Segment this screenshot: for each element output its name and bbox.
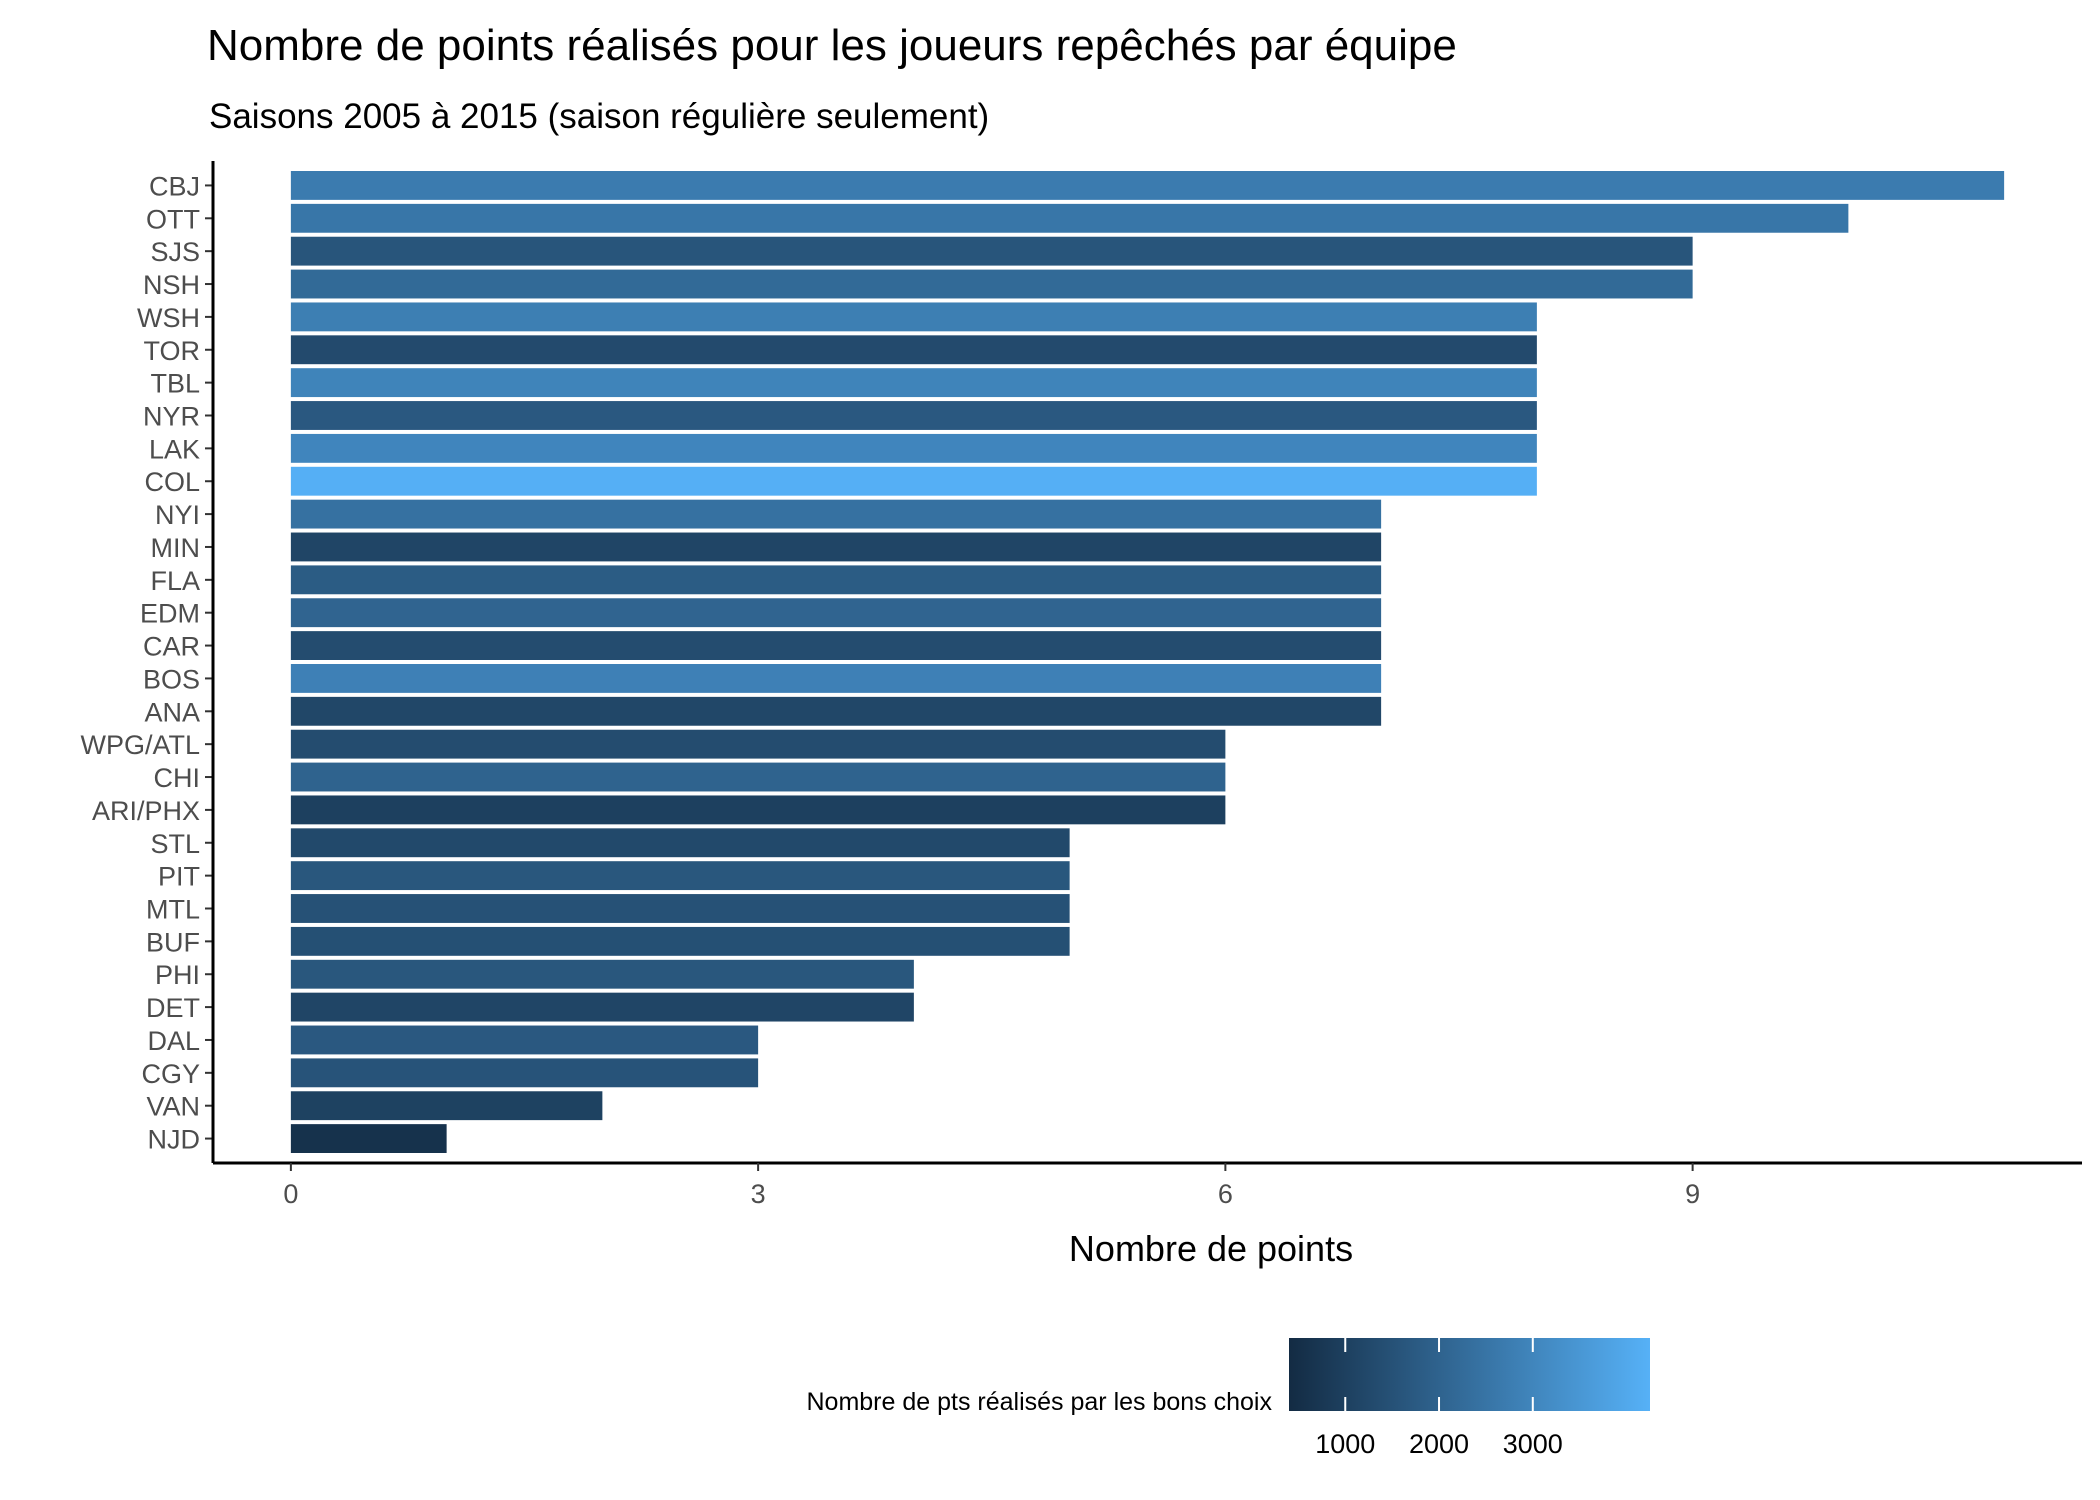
legend-tick-label: 2000 [1409,1429,1469,1459]
chart-subtitle: Saisons 2005 à 2015 (saison régulière se… [209,97,989,136]
bar-nyr [290,401,1537,430]
y-tick-label: FLA [150,566,200,596]
legend-tick-label: 1000 [1315,1429,1375,1459]
bar-col [290,466,1537,496]
y-tick-label: TBL [150,369,200,399]
bar-tbl [290,368,1537,398]
bar-njd [290,1124,447,1153]
y-tick-label: NJD [148,1125,201,1155]
bar-cbj [290,171,2005,200]
y-tick-label: OTT [146,204,200,234]
bar-lak [290,433,1537,463]
x-axis: 0 3 6 9 [213,1161,2082,1209]
legend-tick-label: 3000 [1503,1429,1563,1459]
y-tick-label: COL [144,467,200,497]
bar-wpg-atl [290,729,1226,759]
y-tick-label: ANA [144,697,200,727]
bars-group [290,171,2005,1153]
y-tick-label: LAK [149,434,200,464]
bar-sjs [290,236,1693,266]
y-tick-label: TOR [143,336,200,366]
y-tick-label: BUF [146,927,200,957]
y-tick-label: WSH [137,303,200,333]
bar-nyi [290,499,1382,529]
bar-dal [290,1025,759,1055]
y-axis: CBJOTTSJSNSHWSHTORTBLNYRLAKCOLNYIMINFLAE… [80,161,215,1163]
y-tick-label: BOS [143,664,200,694]
y-tick-label: PIT [158,862,200,892]
bar-van [290,1091,603,1121]
y-tick-label: MTL [146,895,200,925]
bar-fla [290,565,1382,595]
x-axis-title: Nombre de points [1069,1228,1353,1269]
bar-chi [290,762,1226,792]
y-tick-label: EDM [140,599,200,629]
bar-ott [290,203,1849,233]
bar-bos [290,664,1382,693]
y-tick-label: MIN [151,533,201,563]
x-tick-label: 0 [283,1179,298,1209]
bar-buf [290,926,1070,956]
y-tick-label: STL [150,829,200,859]
legend-title: Nombre de pts réalisés par les bons choi… [806,1388,1272,1416]
y-tick-label: CBJ [149,171,200,201]
y-tick-label: CGY [141,1059,200,1089]
x-tick-label: 3 [751,1179,766,1209]
y-tick-label: DAL [147,1026,200,1056]
y-tick-label: NSH [143,270,200,300]
bar-mtl [290,894,1070,923]
chart-title: Nombre de points réalisés pour les joueu… [207,21,1457,70]
y-tick-label: PHI [155,960,200,990]
legend: Nombre de pts réalisés par les bons choi… [806,1338,1650,1459]
bar-cgy [290,1058,759,1088]
y-tick-label: NYR [143,402,200,432]
bar-edm [290,598,1382,628]
bar-phi [290,959,914,989]
y-tick-label: DET [146,993,200,1023]
y-tick-label: WPG/ATL [80,730,200,760]
bar-nsh [290,269,1693,299]
y-tick-label: VAN [146,1092,200,1122]
bar-tor [290,335,1537,365]
y-tick-label: CAR [143,632,200,662]
bar-ari-phx [290,795,1226,825]
bar-wsh [290,302,1537,332]
bar-pit [290,861,1070,891]
y-tick-label: CHI [154,763,201,793]
x-tick-label: 9 [1685,1179,1700,1209]
y-tick-label: NYI [155,500,200,530]
x-tick-label: 6 [1218,1179,1233,1209]
bar-car [290,631,1382,660]
y-tick-label: SJS [150,237,200,267]
bar-min [290,532,1382,562]
bar-det [290,992,914,1022]
bar-ana [290,696,1382,726]
y-tick-label: ARI/PHX [92,796,200,826]
legend-colorbar [1289,1338,1650,1411]
bar-stl [290,828,1070,858]
